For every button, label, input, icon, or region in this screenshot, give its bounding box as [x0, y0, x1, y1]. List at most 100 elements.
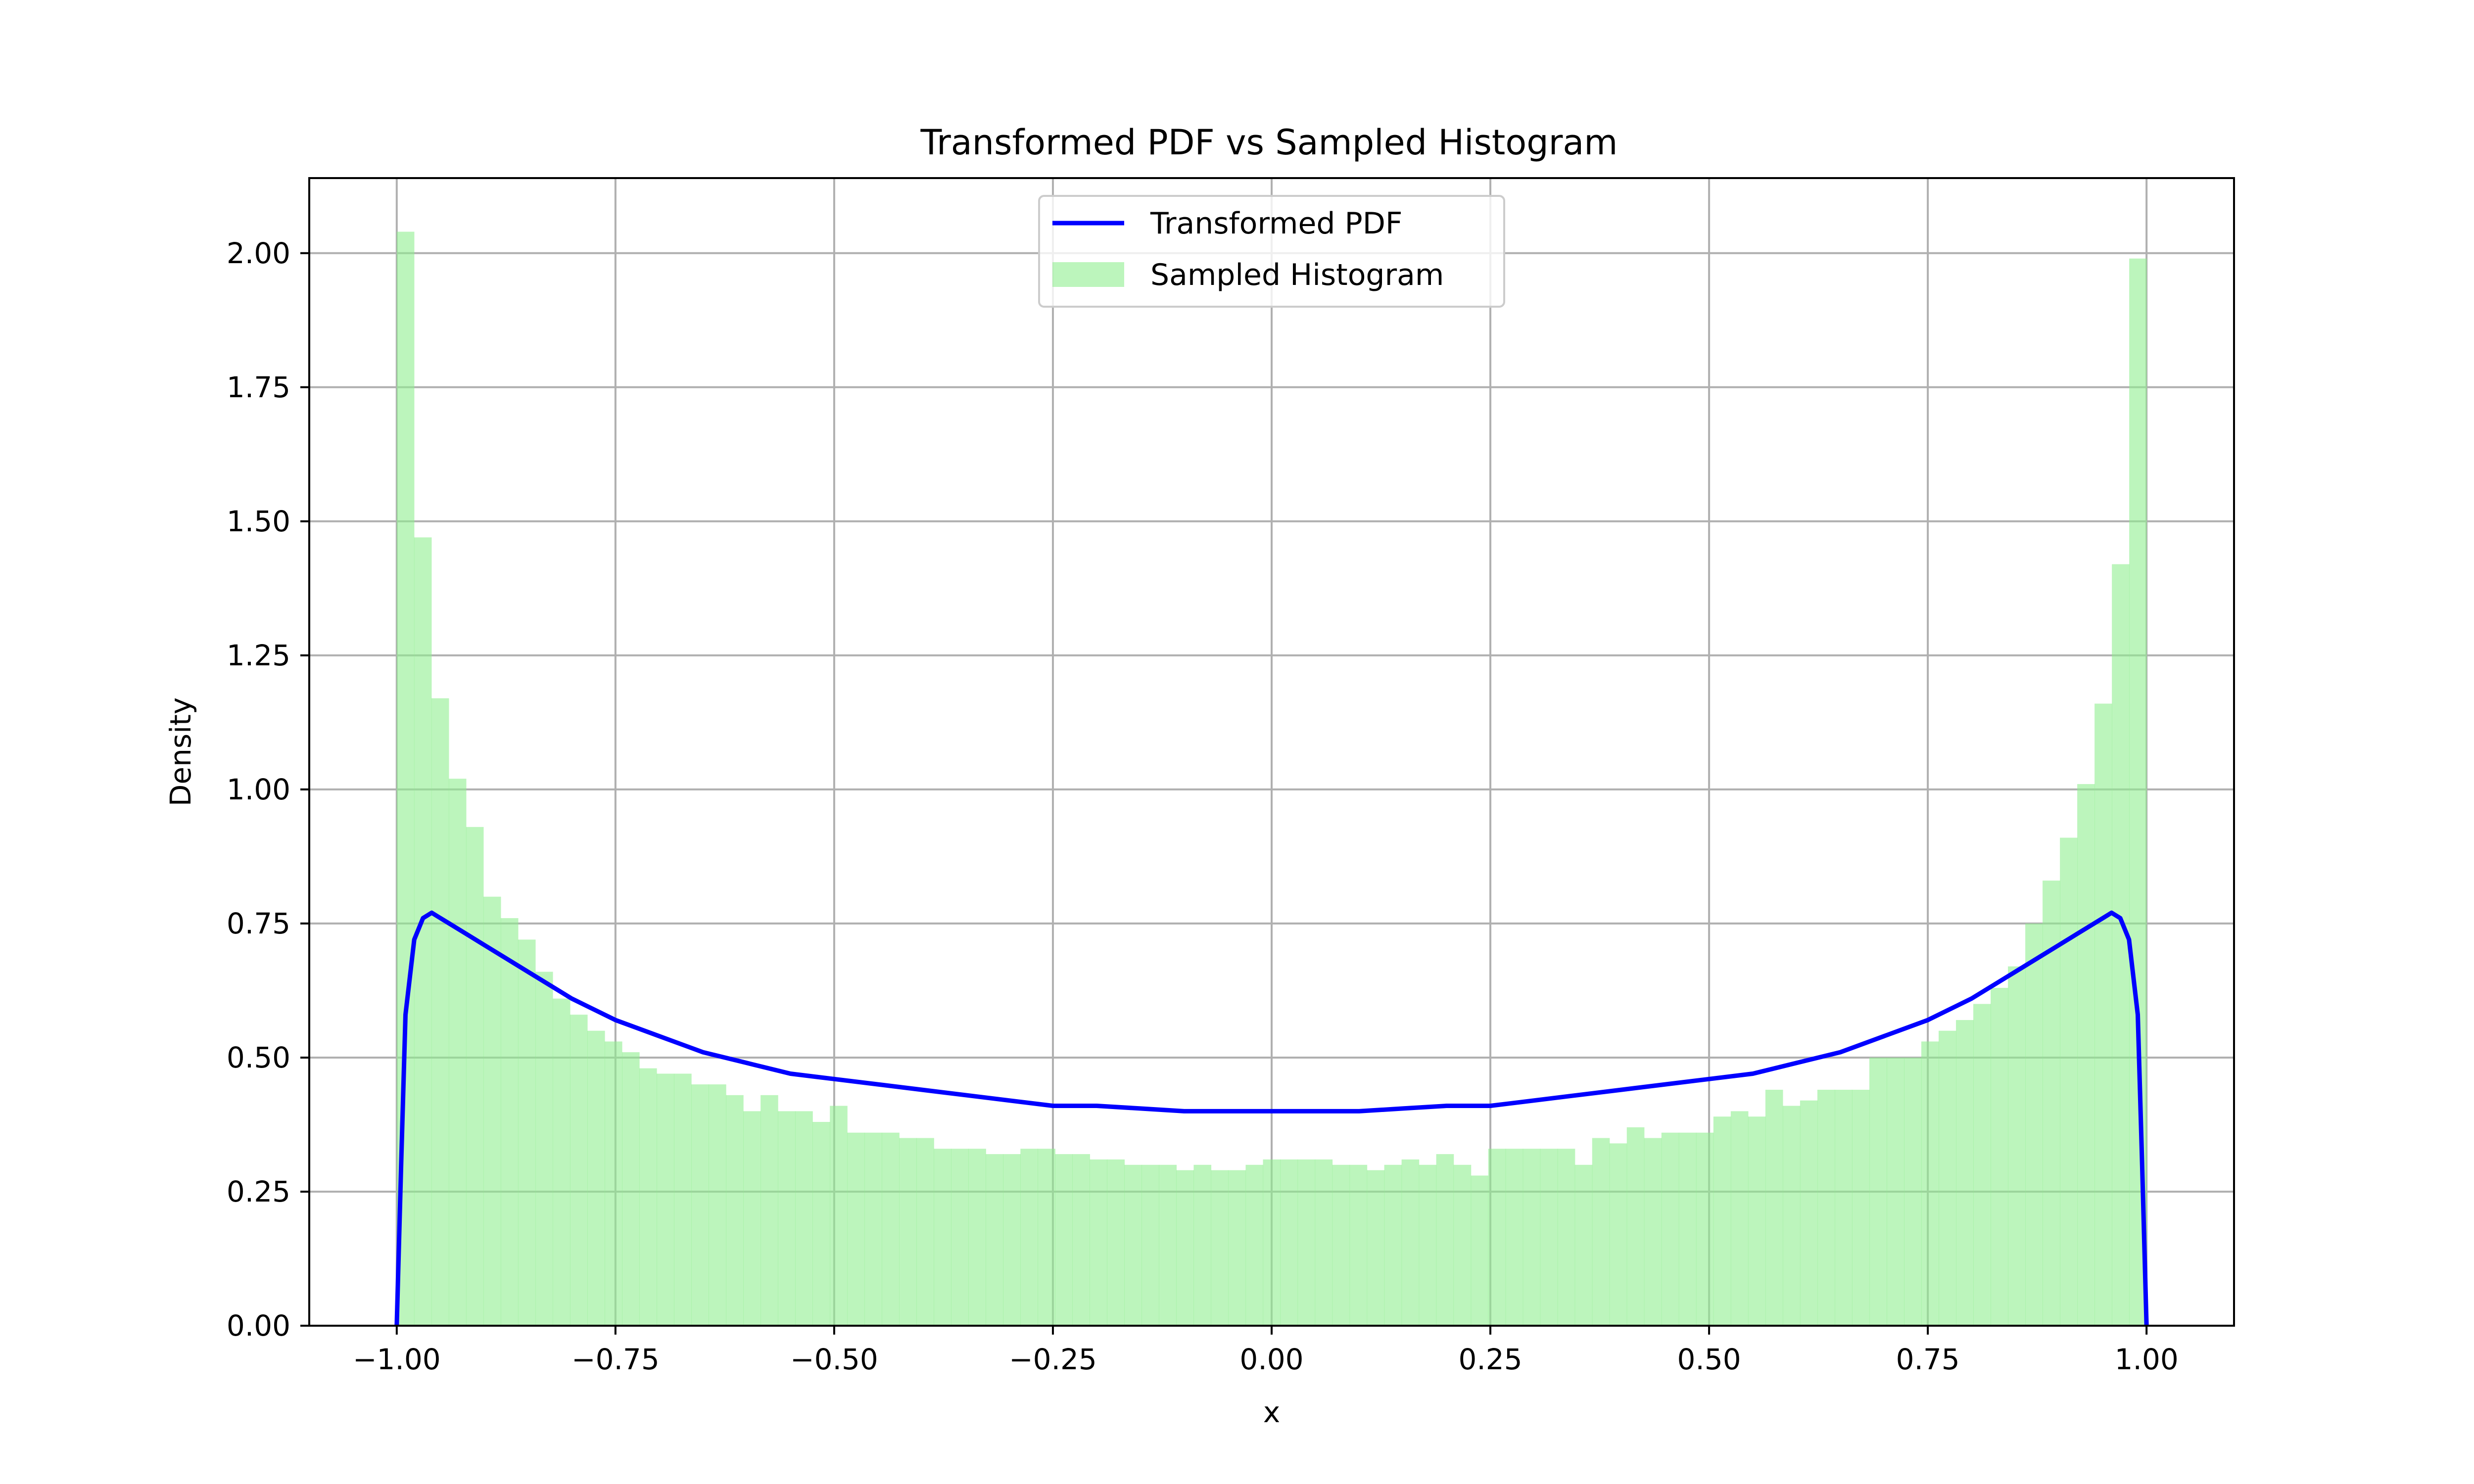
- histogram-bar: [916, 1138, 934, 1326]
- histogram-bar: [1159, 1164, 1177, 1326]
- histogram-bar: [604, 1041, 622, 1326]
- histogram-bar: [1903, 1057, 1922, 1326]
- histogram-bar: [830, 1106, 848, 1326]
- histogram-bar: [1401, 1159, 1420, 1326]
- x-tick-label: 0.75: [1896, 1343, 1960, 1376]
- histogram-bar: [882, 1132, 900, 1326]
- histogram-bar: [1869, 1057, 1887, 1326]
- histogram-bar: [1644, 1138, 1662, 1326]
- histogram-bar: [1384, 1164, 1402, 1326]
- histogram-bar: [1176, 1170, 1194, 1326]
- histogram-bar: [934, 1149, 952, 1326]
- y-axis-ticks: 0.00 0.25 0.50 0.75 1.00 1.25 1.50 1.75 2.00: [227, 236, 309, 1343]
- histogram-bar: [1800, 1100, 1818, 1326]
- legend-swatch-histogram: [1052, 262, 1124, 287]
- histogram-bar: [1211, 1170, 1229, 1326]
- histogram-bar: [1193, 1164, 1212, 1326]
- histogram-bar: [691, 1084, 709, 1326]
- x-tick-label: 1.00: [2115, 1343, 2179, 1376]
- histogram-bar: [1107, 1159, 1125, 1326]
- histogram-bar: [1522, 1149, 1541, 1326]
- histogram-bar: [1817, 1089, 1835, 1326]
- histogram-bar: [761, 1095, 778, 1326]
- histogram-bar: [1834, 1089, 1853, 1326]
- histogram-bar: [743, 1111, 761, 1326]
- histogram-bar: [2112, 564, 2130, 1326]
- histogram-bar: [621, 1052, 640, 1326]
- x-tick-label: −1.00: [353, 1343, 441, 1376]
- histogram-bar: [1142, 1164, 1160, 1326]
- histogram-bar: [968, 1149, 986, 1326]
- x-tick-label: 0.00: [1239, 1343, 1303, 1376]
- histogram-bar: [1886, 1057, 1904, 1326]
- pdf-line: [394, 910, 2149, 1326]
- histogram-bar: [1055, 1154, 1073, 1326]
- histogram-bar: [1436, 1154, 1454, 1326]
- y-axis-label: Density: [164, 697, 197, 807]
- y-tick-label: 1.00: [227, 773, 290, 806]
- histogram-bar: [1592, 1138, 1610, 1326]
- legend-label-pdf: Transformed PDF: [1150, 206, 1402, 241]
- histogram-bar: [674, 1073, 692, 1326]
- histogram-bar: [466, 827, 484, 1326]
- histogram-bar: [500, 918, 519, 1326]
- histogram-bar: [864, 1132, 882, 1326]
- histogram-bar: [570, 1015, 588, 1326]
- histogram-bar: [1713, 1116, 1731, 1326]
- histogram-bar: [2025, 923, 2043, 1326]
- histogram-bar: [1488, 1149, 1506, 1326]
- histogram-bar: [1765, 1089, 1783, 1326]
- histogram-bar: [1349, 1164, 1368, 1326]
- chart-title: Transformed PDF vs Sampled Histogram: [920, 122, 1618, 163]
- histogram-bar: [899, 1138, 917, 1326]
- histogram-bar: [1730, 1111, 1749, 1326]
- histogram-bar: [1782, 1106, 1801, 1326]
- histogram-bar: [795, 1111, 813, 1326]
- histogram-bar: [1297, 1159, 1316, 1326]
- histogram-bar: [483, 896, 501, 1326]
- histogram-bar: [1038, 1149, 1055, 1326]
- y-tick-label: 2.00: [227, 236, 290, 270]
- histogram-bar: [535, 972, 553, 1326]
- histogram-bar: [847, 1132, 865, 1326]
- histogram-bar: [1678, 1132, 1697, 1326]
- histogram-bar: [1540, 1149, 1558, 1326]
- histogram-bar: [1626, 1127, 1645, 1326]
- histogram-bar: [1280, 1159, 1298, 1326]
- x-axis-ticks: −1.00 −0.75 −0.50 −0.25 0.00 0.25 0.50 0.75 1.00: [353, 1326, 2179, 1376]
- histogram-bar: [1263, 1159, 1281, 1326]
- histogram-bar: [1661, 1132, 1679, 1326]
- legend-label-histogram: Sampled Histogram: [1150, 258, 1444, 292]
- histogram-bar: [431, 698, 449, 1326]
- histogram-bar: [1574, 1164, 1593, 1326]
- histogram-bar: [448, 779, 467, 1326]
- histogram-bar: [2008, 966, 2026, 1326]
- histogram-bar: [1609, 1143, 1627, 1326]
- histogram-bar: [1471, 1175, 1489, 1326]
- y-tick-label: 1.25: [227, 639, 290, 672]
- histogram-bar: [1505, 1149, 1523, 1326]
- histogram-bars: [396, 232, 2147, 1326]
- histogram-bar: [657, 1073, 674, 1326]
- histogram-bar: [1453, 1164, 1472, 1326]
- histogram-bar: [1973, 1004, 1991, 1326]
- y-tick-label: 0.75: [227, 907, 290, 940]
- histogram-bar: [1419, 1164, 1437, 1326]
- y-tick-label: 0.50: [227, 1041, 290, 1074]
- x-tick-label: −0.75: [571, 1343, 660, 1376]
- histogram-bar: [1090, 1159, 1107, 1326]
- legend: Transformed PDF Sampled Histogram: [1038, 195, 1505, 308]
- histogram-bar: [709, 1084, 726, 1326]
- legend-box: [1038, 195, 1505, 308]
- histogram-bar: [2129, 258, 2147, 1326]
- histogram-bar: [1124, 1164, 1142, 1326]
- x-axis-label: x: [1263, 1395, 1280, 1429]
- histogram-bar: [1315, 1159, 1333, 1326]
- histogram-bar: [1921, 1041, 1939, 1326]
- histogram-bar: [1956, 1020, 1974, 1326]
- histogram-bar: [1557, 1149, 1575, 1326]
- y-tick-label: 0.25: [227, 1175, 290, 1208]
- histogram-bar: [778, 1111, 796, 1326]
- histogram-bar: [518, 939, 536, 1326]
- histogram-bar: [1072, 1154, 1090, 1326]
